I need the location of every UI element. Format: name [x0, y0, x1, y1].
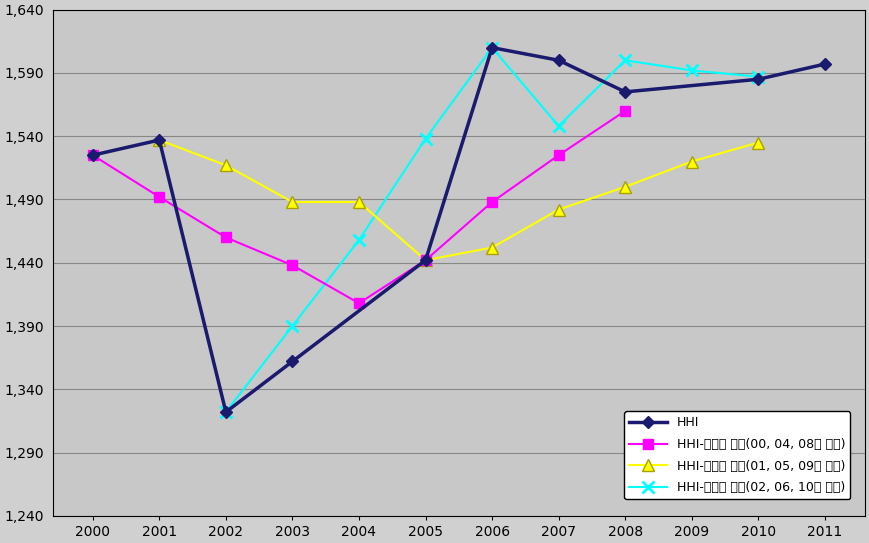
HHI [554, 57, 564, 64]
Line: HHI-보간법 적용(01, 05, 09년 조사): HHI-보간법 적용(01, 05, 09년 조사) [154, 135, 764, 266]
HHI-보간법 적용(00, 04, 08년 조사) [221, 234, 231, 241]
HHI [819, 61, 830, 67]
HHI [221, 409, 231, 415]
HHI-보간법 적용(00, 04, 08년 조사) [487, 199, 497, 205]
Line: HHI: HHI [89, 43, 829, 416]
Line: HHI-보간법 적용(02, 06, 10년 조사): HHI-보간법 적용(02, 06, 10년 조사) [220, 41, 765, 418]
HHI-보간법 적용(02, 06, 10년 조사) [687, 67, 697, 74]
HHI-보간법 적용(00, 04, 08년 조사) [154, 194, 164, 200]
HHI-보간법 적용(00, 04, 08년 조사) [620, 108, 630, 114]
HHI [753, 76, 764, 83]
HHI-보간법 적용(01, 05, 09년 조사) [487, 244, 497, 251]
HHI-보간법 적용(01, 05, 09년 조사) [421, 257, 431, 263]
Line: HHI-보간법 적용(00, 04, 08년 조사): HHI-보간법 적용(00, 04, 08년 조사) [88, 106, 630, 308]
Legend: HHI, HHI-보간법 적용(00, 04, 08년 조사), HHI-보간법 적용(01, 05, 09년 조사), HHI-보간법 적용(02, 06, : HHI, HHI-보간법 적용(00, 04, 08년 조사), HHI-보간법… [625, 411, 851, 500]
HHI-보간법 적용(01, 05, 09년 조사) [687, 158, 697, 165]
HHI-보간법 적용(02, 06, 10년 조사) [620, 57, 630, 64]
HHI-보간법 적용(02, 06, 10년 조사) [221, 409, 231, 415]
HHI-보간법 적용(00, 04, 08년 조사) [421, 257, 431, 263]
HHI [88, 152, 98, 159]
HHI [487, 45, 497, 51]
HHI-보간법 적용(02, 06, 10년 조사) [421, 135, 431, 142]
HHI-보간법 적용(00, 04, 08년 조사) [288, 262, 298, 269]
HHI-보간법 적용(02, 06, 10년 조사) [288, 323, 298, 329]
HHI-보간법 적용(01, 05, 09년 조사) [354, 199, 364, 205]
HHI-보간법 적용(00, 04, 08년 조사) [354, 300, 364, 306]
HHI-보간법 적용(02, 06, 10년 조사) [354, 237, 364, 243]
HHI-보간법 적용(01, 05, 09년 조사) [221, 162, 231, 168]
HHI-보간법 적용(01, 05, 09년 조사) [620, 184, 630, 190]
HHI-보간법 적용(02, 06, 10년 조사) [487, 45, 497, 51]
HHI [288, 358, 298, 365]
HHI [421, 257, 431, 263]
HHI-보간법 적용(00, 04, 08년 조사) [554, 152, 564, 159]
HHI [154, 137, 164, 143]
HHI-보간법 적용(01, 05, 09년 조사) [554, 206, 564, 213]
HHI-보간법 적용(02, 06, 10년 조사) [554, 123, 564, 129]
HHI-보간법 적용(01, 05, 09년 조사) [154, 137, 164, 143]
HHI [620, 89, 630, 95]
HHI-보간법 적용(00, 04, 08년 조사) [88, 152, 98, 159]
HHI-보간법 적용(01, 05, 09년 조사) [288, 199, 298, 205]
HHI-보간법 적용(01, 05, 09년 조사) [753, 139, 764, 146]
HHI-보간법 적용(02, 06, 10년 조사) [753, 73, 764, 80]
